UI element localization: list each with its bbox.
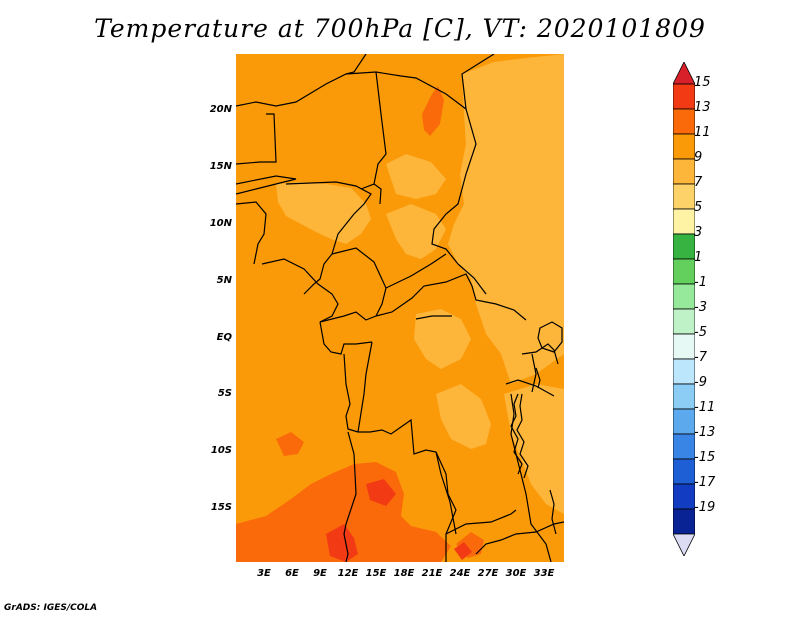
colorbar-swatch (673, 483, 695, 510)
hot-region-2 (366, 479, 396, 506)
colorbar-swatch (673, 83, 695, 110)
y-tick-label: 5S (217, 388, 232, 399)
hot-region-1 (326, 524, 358, 562)
y-tick-label: 10S (210, 445, 232, 456)
x-tick-label: 15E (365, 568, 387, 579)
x-tick-label: 30E (505, 568, 527, 579)
colorbar-tick-label: 15 (694, 75, 711, 90)
colorbar-swatch (673, 158, 695, 185)
colorbar-tick-label: 1 (694, 250, 703, 265)
colorbar-swatch (673, 183, 695, 210)
colorbar-tick-label: 11 (694, 125, 711, 140)
colorbar-tick-label: -19 (694, 500, 716, 515)
colorbar-swatch (673, 308, 695, 335)
colorbar-tick-label: 7 (694, 175, 703, 190)
colorbar-swatch (673, 333, 695, 360)
x-tick-label: 9E (313, 568, 327, 579)
warm-region-north-spot (422, 86, 444, 136)
cool-region-congo-east (486, 289, 541, 364)
colorbar-swatch (673, 433, 695, 460)
cool-region-chad (276, 182, 371, 244)
colorbar-swatch (673, 508, 695, 535)
colorbar-swatch (673, 258, 695, 285)
credit-text: GrADS: IGES/COLA (4, 603, 98, 613)
y-tick-label: 15S (210, 502, 232, 513)
cool-region-central (436, 384, 491, 449)
x-tick-label: 18E (393, 568, 415, 579)
colorbar-tick-label: -3 (694, 300, 707, 315)
colorbar-tick-label: -15 (694, 450, 716, 465)
colorbar (673, 62, 695, 556)
hot-region-3 (454, 542, 472, 560)
map-title: Temperature at 700hPa [C], VT: 202010180… (94, 14, 706, 43)
colorbar-swatch (673, 208, 695, 235)
cool-region-sudan (448, 54, 564, 384)
colorbar-top-arrow (673, 62, 695, 85)
colorbar-swatch (673, 358, 695, 385)
colorbar-tick-label: 5 (694, 200, 703, 215)
colorbar-bottom-arrow (673, 533, 695, 556)
colorbar-swatch (673, 233, 695, 260)
temperature-map (236, 54, 564, 562)
colorbar-swatch (673, 383, 695, 410)
y-tick-label: 5N (216, 275, 232, 286)
warm-region-angola-namibia (236, 462, 451, 562)
colorbar-tick-label: 9 (694, 150, 703, 165)
colorbar-tick-label: 3 (694, 225, 703, 240)
cool-region-car (386, 204, 446, 259)
colorbar-tick-label: -5 (694, 325, 707, 340)
cool-regions (276, 54, 564, 514)
warm-region-gabon (276, 432, 304, 456)
colorbar-swatch (673, 108, 695, 135)
colorbar-tick-label: -7 (694, 350, 707, 365)
cool-region-drc (414, 309, 471, 369)
cool-region-north-band (386, 154, 446, 199)
colorbar-tick-label: -11 (694, 400, 716, 415)
colorbar-tick-label: -17 (694, 475, 716, 490)
y-tick-label: 10N (209, 218, 232, 229)
x-tick-label: 12E (337, 568, 359, 579)
colorbar-tick-label: -13 (694, 425, 716, 440)
x-tick-label: 33E (533, 568, 555, 579)
x-tick-label: 24E (449, 568, 471, 579)
hot-regions (326, 479, 472, 562)
colorbar-tick-label: 13 (694, 100, 711, 115)
cool-region-tanzania (504, 384, 564, 514)
x-tick-label: 3E (257, 568, 271, 579)
colorbar-swatch (673, 283, 695, 310)
y-tick-label: 15N (209, 161, 232, 172)
map-panel: 20N 15N 10N 5N EQ 5S 10S 15S 3E 6E 9E 12… (210, 54, 564, 579)
y-tick-label: 20N (209, 104, 232, 115)
colorbar-swatch (673, 133, 695, 160)
lakes (415, 315, 563, 535)
x-tick-label: 21E (421, 568, 443, 579)
x-tick-label: 6E (285, 568, 299, 579)
y-tick-label: EQ (216, 332, 232, 343)
colorbar-swatch (673, 458, 695, 485)
country-borders (236, 54, 564, 562)
colorbar-tick-label: -9 (694, 375, 707, 390)
colorbar-tick-label: -1 (694, 275, 707, 290)
colorbar-swatch (673, 408, 695, 435)
x-tick-label: 27E (477, 568, 499, 579)
